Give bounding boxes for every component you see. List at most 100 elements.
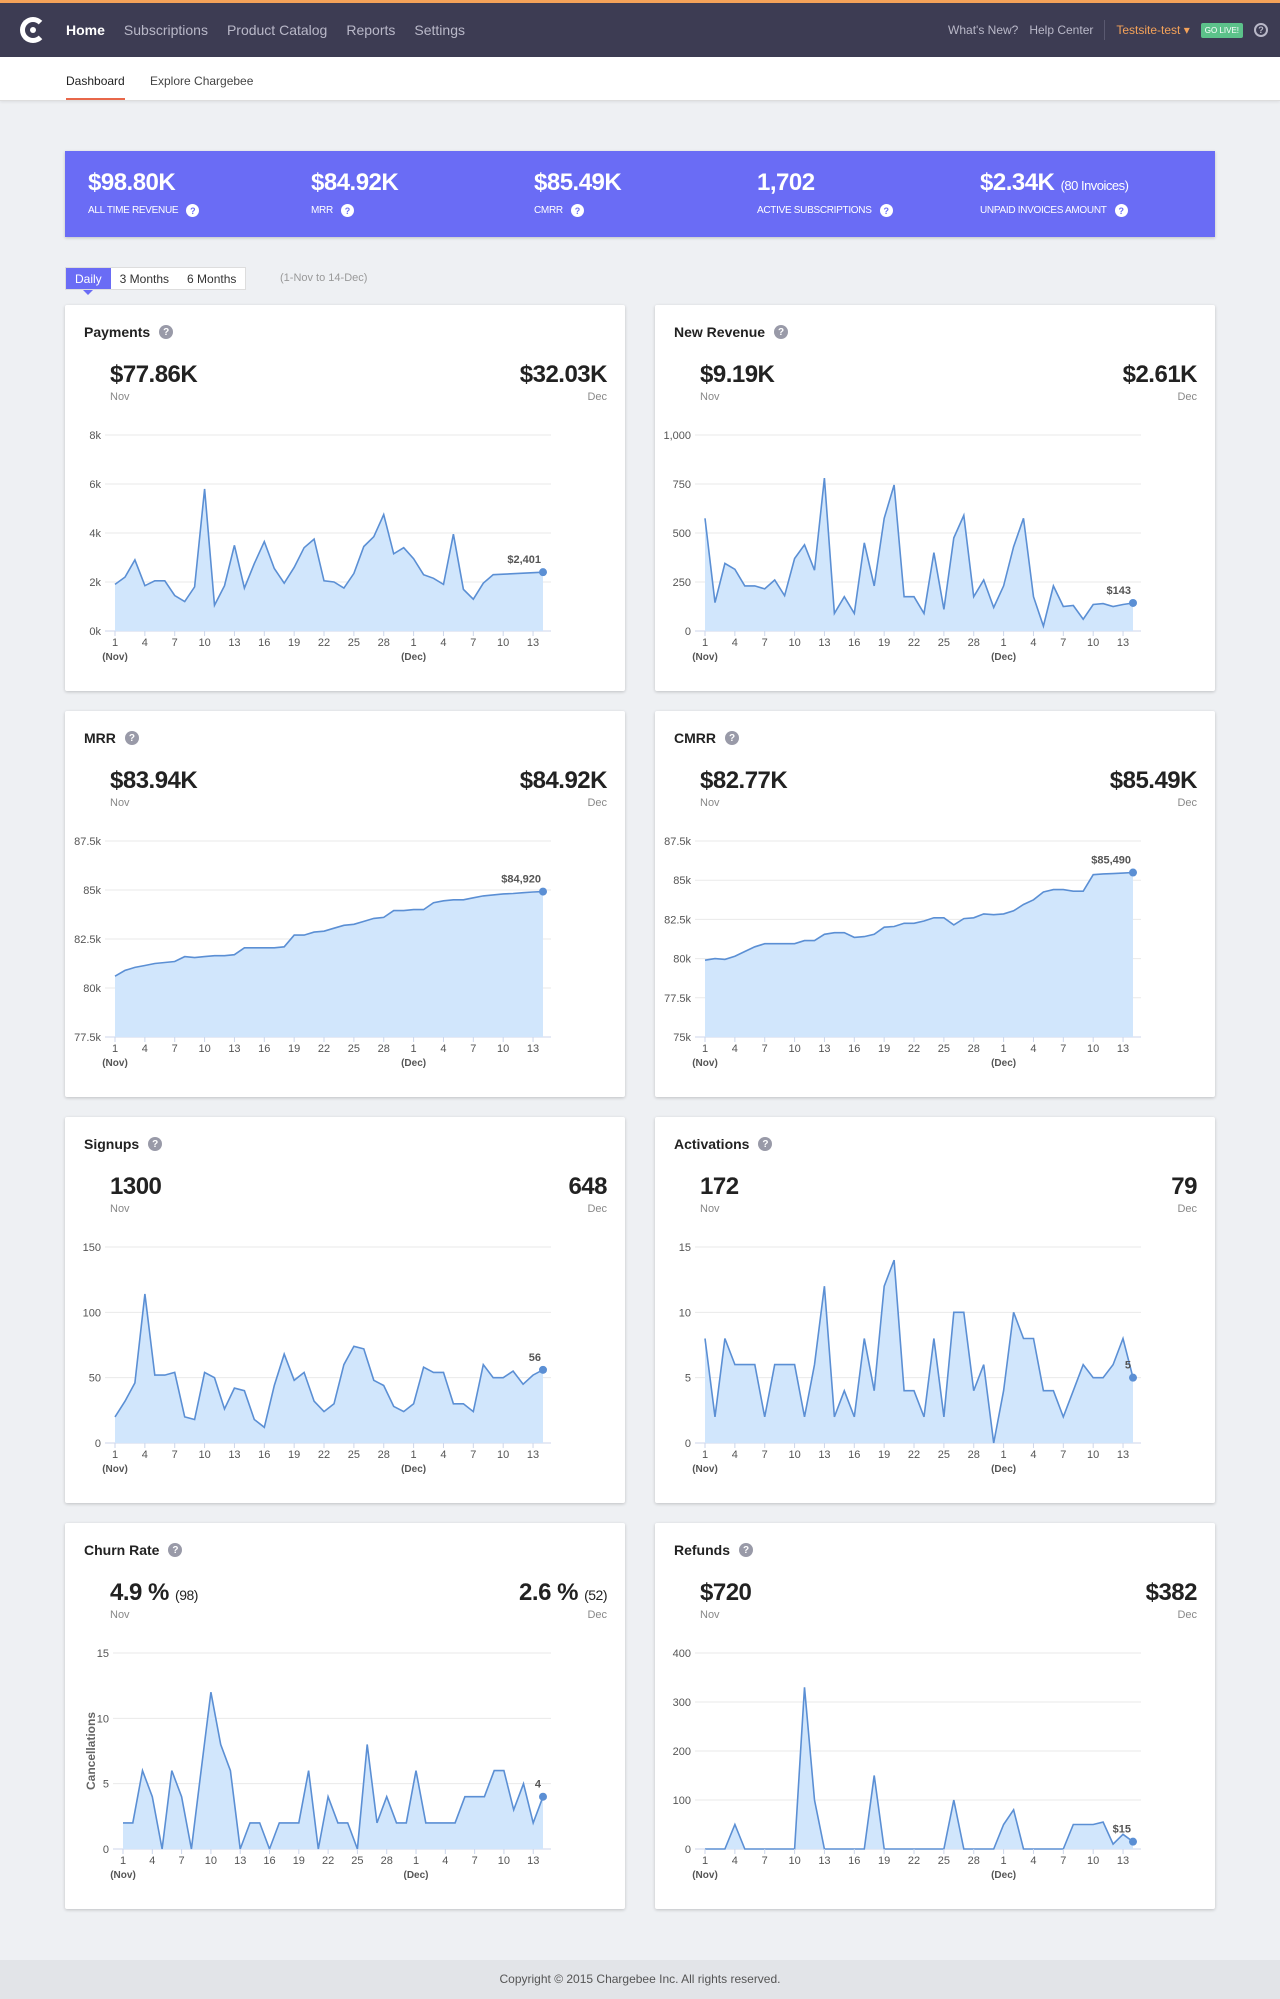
month-label: (Dec) <box>991 1464 1016 1475</box>
tab-daily[interactable]: Daily <box>66 268 111 295</box>
last-point-marker <box>1129 868 1137 877</box>
dec-total: $84.92K <box>520 767 608 795</box>
last-point-marker <box>1129 1837 1137 1846</box>
y-tick-label: 82.5k <box>74 934 101 946</box>
area-fill <box>115 891 543 1037</box>
month-label: (Dec) <box>991 1058 1016 1069</box>
card-title-text: CMRR <box>674 730 716 746</box>
x-tick-label: 7 <box>1060 1043 1066 1055</box>
help-icon[interactable]: ? <box>774 325 789 339</box>
y-tick-label: 0 <box>103 1844 109 1856</box>
area-fill <box>705 1260 1133 1443</box>
last-point-marker <box>539 568 547 577</box>
x-tick-label: 13 <box>527 637 539 649</box>
kpi-active-subscriptions: 1,702 ACTIVE SUBSCRIPTIONS? <box>757 169 893 217</box>
nov-label: Nov <box>700 1203 720 1215</box>
dec-value: 2.6 % <box>519 1579 578 1606</box>
x-tick-label: 1 <box>1001 1043 1007 1055</box>
nav-home[interactable]: Home <box>66 22 105 38</box>
x-tick-label: 13 <box>228 1043 240 1055</box>
x-tick-label: 4 <box>440 637 446 649</box>
dec-value: $382 <box>1145 1579 1198 1606</box>
dec-label: Dec <box>1177 391 1197 403</box>
dec-extra: (52) <box>584 1587 607 1603</box>
nov-label: Nov <box>700 1609 720 1621</box>
x-tick-label: 1 <box>1001 637 1007 649</box>
help-icon[interactable]: ? <box>879 204 893 217</box>
y-tick-label: 77.5k <box>664 993 691 1005</box>
x-tick-label: 22 <box>318 1043 330 1055</box>
help-icon[interactable]: ? <box>186 204 200 217</box>
x-tick-label: 4 <box>142 637 148 649</box>
x-tick-label: 1 <box>411 1449 417 1461</box>
tab-explore-chargebee[interactable]: Explore Chargebee <box>150 74 254 88</box>
x-tick-label: 28 <box>968 1855 980 1867</box>
x-tick-label: 25 <box>938 1043 950 1055</box>
card-title-text: Payments <box>84 324 151 340</box>
sub-nav: Dashboard Explore Chargebee <box>0 57 1280 101</box>
y-tick-label: 50 <box>89 1373 101 1385</box>
kpi-label-text: CMRR <box>534 205 563 216</box>
help-icon[interactable]: ? <box>340 204 354 217</box>
nov-total: 4.9 % (98) <box>110 1579 198 1607</box>
help-icon[interactable]: ? <box>570 204 584 217</box>
last-point-marker <box>1129 598 1137 607</box>
tab-3-months[interactable]: 3 Months <box>119 272 170 286</box>
nov-label: Nov <box>700 391 720 403</box>
x-tick-label: 7 <box>762 1855 768 1867</box>
help-icon[interactable]: ? <box>159 325 174 339</box>
chargebee-logo-icon[interactable] <box>20 17 46 43</box>
site-switcher[interactable]: Testsite-test ▾ <box>1116 23 1189 37</box>
x-tick-label: 22 <box>318 1449 330 1461</box>
last-point-label: $2,401 <box>507 554 541 566</box>
x-tick-label: 22 <box>908 1855 920 1867</box>
nav-subscriptions[interactable]: Subscriptions <box>123 22 208 38</box>
y-tick-label: 0 <box>685 1438 691 1450</box>
nav-settings[interactable]: Settings <box>414 22 465 38</box>
area-fill <box>705 872 1133 1037</box>
tab-dashboard[interactable]: Dashboard <box>66 74 125 100</box>
card-title: Signups? <box>84 1136 163 1152</box>
nav-divider <box>1104 20 1106 40</box>
help-icon[interactable]: ? <box>148 1137 163 1151</box>
nav-reports[interactable]: Reports <box>346 22 396 38</box>
x-tick-label: 16 <box>848 637 860 649</box>
x-tick-label: 7 <box>179 1855 185 1867</box>
help-icon[interactable]: ? <box>1114 204 1128 217</box>
x-tick-label: 28 <box>378 1043 390 1055</box>
series-line <box>704 1259 1134 1444</box>
x-tick-label: 25 <box>938 1449 950 1461</box>
go-live-button[interactable]: GO LIVE! <box>1200 22 1243 38</box>
tab-6-months[interactable]: 6 Months <box>187 272 237 286</box>
help-icon[interactable]: ? <box>758 1137 773 1151</box>
brand-accent-bar <box>0 0 1280 3</box>
x-tick-label: 10 <box>497 637 509 649</box>
month-label: (Dec) <box>991 1870 1016 1881</box>
signups-card: Signups? 1300 648 Nov Dec 0 50 100 150 1 4 7 10 1… <box>65 1117 625 1503</box>
help-icon[interactable]: ? <box>124 731 139 745</box>
x-tick-label: 4 <box>732 637 738 649</box>
y-tick-label: 6k <box>89 479 101 491</box>
help-icon[interactable]: ? <box>739 1543 753 1557</box>
x-tick-label: 22 <box>908 1449 920 1461</box>
x-tick-label: 1 <box>120 1855 126 1867</box>
area-fill <box>123 1692 543 1849</box>
x-tick-label: 16 <box>848 1043 860 1055</box>
y-tick-label: 500 <box>673 528 691 540</box>
series-line <box>114 1293 544 1429</box>
x-tick-label: 7 <box>762 1043 768 1055</box>
card-title-text: MRR <box>84 730 116 746</box>
nov-label: Nov <box>110 1203 130 1215</box>
x-tick-label: 10 <box>1087 1043 1099 1055</box>
x-tick-label: 1 <box>112 1449 118 1461</box>
whats-new-link[interactable]: What's New? <box>948 23 1019 37</box>
card-title-text: Churn Rate <box>84 1542 160 1558</box>
help-icon[interactable]: ? <box>725 731 739 745</box>
help-icon[interactable]: ? <box>168 1543 183 1557</box>
help-icon[interactable]: ? <box>1254 23 1268 37</box>
x-tick-label: 22 <box>908 1043 920 1055</box>
help-center-link[interactable]: Help Center <box>1029 23 1094 37</box>
card-title-text: New Revenue <box>674 324 766 340</box>
x-tick-label: 10 <box>788 1449 800 1461</box>
nav-product-catalog[interactable]: Product Catalog <box>226 22 328 38</box>
